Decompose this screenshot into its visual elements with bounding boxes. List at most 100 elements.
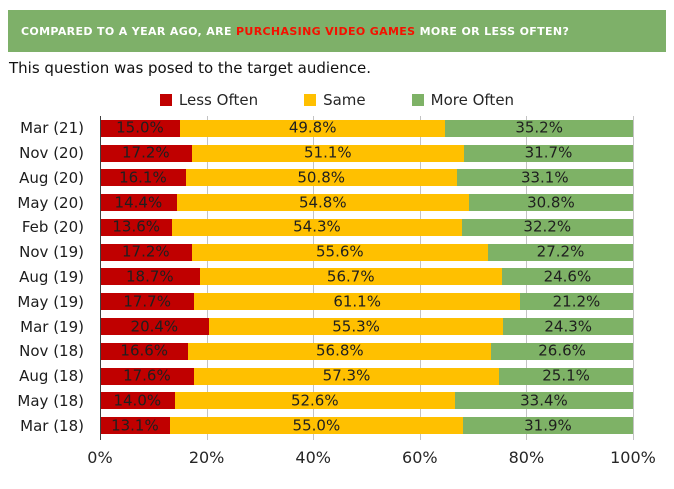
- bar-segment: 35.2%: [445, 118, 633, 137]
- bar-value-label: 54.8%: [298, 192, 347, 211]
- legend-swatch-icon: [411, 94, 424, 106]
- category-label: Nov (20): [19, 144, 84, 163]
- bar-segment: 56.7%: [199, 267, 502, 286]
- x-tick-label: 100%: [610, 448, 656, 467]
- stacked-bar: 15.0% 49.8% 35.2%: [100, 118, 633, 137]
- bar-segment: 14.4%: [100, 192, 177, 212]
- bar-value-label: 14.4%: [114, 192, 163, 211]
- bar-segment: 17.6%: [100, 366, 194, 385]
- stacked-bar: 17.6% 57.3% 25.1%: [100, 366, 633, 385]
- category-label: Mar (18): [20, 416, 84, 435]
- bar-row: 17.7% 61.1% 21.2%: [100, 289, 633, 314]
- bar-segment: 31.7%: [464, 143, 633, 162]
- stacked-bar: 17.2% 55.6% 27.2%: [100, 242, 633, 261]
- bar-segment: 32.2%: [461, 217, 633, 236]
- bar-row: 13.1% 55.0% 31.9%: [100, 413, 633, 438]
- bar-row: 16.6% 56.8% 26.6%: [100, 339, 633, 364]
- bar-value-label: 55.3%: [332, 316, 380, 335]
- x-tick-label: 0%: [87, 448, 113, 467]
- bar-segment: 27.2%: [488, 242, 633, 261]
- bar-row: 16.1% 50.8% 33.1%: [100, 166, 633, 191]
- bar-segment: 13.6%: [100, 217, 173, 236]
- stacked-bar: 13.6% 54.3% 32.2%: [100, 217, 633, 236]
- bar-value-label: 27.2%: [536, 242, 585, 261]
- category-label: Mar (19): [20, 317, 84, 336]
- bar-segment: 18.7%: [100, 267, 200, 286]
- bar-value-label: 56.7%: [326, 267, 375, 286]
- bar-rows: 15.0% 49.8% 35.2% 17.2% 51.1% 31.7% 16.1% 50.8%…: [100, 116, 633, 438]
- bar-segment: 55.0%: [169, 415, 463, 435]
- bar-segment: 16.1%: [100, 168, 186, 187]
- category-label: Aug (18): [19, 367, 84, 386]
- bar-segment: 17.7%: [100, 292, 195, 311]
- bar-value-label: 31.9%: [524, 415, 572, 434]
- category-axis-labels: Mar (21) Nov (20) Aug (20) May (20) Feb (20)…: [0, 116, 92, 438]
- bar-value-label: 55.0%: [292, 415, 341, 434]
- bar-value-label: 51.1%: [304, 143, 352, 162]
- category-label: May (19): [17, 292, 84, 311]
- bar-value-label: 13.1%: [111, 415, 159, 434]
- bar-value-label: 20.4%: [130, 316, 179, 335]
- legend-item: Same: [304, 91, 366, 109]
- legend: Less Often Same More Often: [0, 91, 674, 109]
- bar-value-label: 32.2%: [523, 217, 572, 236]
- bar-segment: 26.6%: [491, 341, 633, 360]
- bar-value-label: 49.8%: [288, 118, 337, 137]
- banner-text-prefix: COMPARED TO A YEAR AGO, ARE: [21, 24, 236, 38]
- bar-value-label: 16.6%: [120, 341, 169, 360]
- bar-segment: 24.3%: [503, 317, 633, 335]
- bar-value-label: 50.8%: [297, 168, 346, 187]
- legend-swatch-icon: [304, 94, 317, 106]
- bar-value-label: 13.6%: [112, 217, 161, 236]
- bar-row: 17.2% 51.1% 31.7%: [100, 141, 633, 166]
- bar-segment: 24.6%: [501, 267, 633, 286]
- bar-value-label: 31.7%: [524, 143, 573, 162]
- bar-segment: 50.8%: [185, 168, 457, 187]
- bar-segment: 30.8%: [468, 192, 633, 212]
- category-label: May (18): [17, 391, 84, 410]
- bar-value-label: 56.8%: [316, 341, 364, 360]
- bar-value-label: 30.8%: [527, 192, 575, 211]
- bar-value-label: 17.2%: [122, 242, 170, 261]
- bar-row: 20.4% 55.3% 24.3%: [100, 314, 633, 339]
- banner-text-highlight: PURCHASING VIDEO GAMES: [236, 24, 416, 38]
- bar-segment: 31.9%: [462, 415, 633, 435]
- plot-area: 15.0% 49.8% 35.2% 17.2% 51.1% 31.7% 16.1% 50.8%…: [100, 116, 634, 440]
- bar-segment: 20.4%: [100, 316, 209, 335]
- stacked-bar: 13.1% 55.0% 31.9%: [100, 415, 633, 435]
- bar-row: 13.6% 54.3% 32.2%: [100, 215, 633, 240]
- bar-segment: 25.1%: [499, 366, 633, 385]
- x-tick-label: 80%: [508, 448, 545, 467]
- bar-value-label: 54.3%: [293, 217, 341, 236]
- legend-item: More Often: [411, 91, 514, 109]
- banner-text-suffix: MORE OR LESS OFTEN?: [415, 24, 570, 38]
- bar-segment: 17.2%: [100, 143, 192, 162]
- x-tick-label: 20%: [188, 448, 225, 467]
- bar-segment: 54.3%: [172, 217, 462, 236]
- x-tick-label: 60%: [402, 448, 438, 467]
- category-label: Aug (19): [19, 267, 84, 286]
- bar-value-label: 33.4%: [520, 391, 568, 410]
- bar-row: 17.2% 55.6% 27.2%: [100, 240, 633, 265]
- stacked-bar: 17.7% 61.1% 21.2%: [100, 292, 633, 311]
- stacked-bar: 18.7% 56.7% 24.6%: [100, 267, 633, 286]
- bar-segment: 17.2%: [100, 242, 192, 261]
- bar-segment: 14.0%: [100, 391, 175, 410]
- bar-value-label: 24.6%: [543, 267, 592, 286]
- title-banner: COMPARED TO A YEAR AGO, ARE PURCHASING V…: [8, 10, 666, 52]
- bar-segment: 54.8%: [176, 192, 469, 212]
- bar-value-label: 57.3%: [322, 366, 371, 385]
- bar-value-label: 26.6%: [538, 341, 586, 360]
- bar-row: 14.4% 54.8% 30.8%: [100, 190, 633, 215]
- category-label: May (20): [17, 193, 84, 212]
- category-label: Aug (20): [19, 168, 84, 187]
- stacked-bar: 14.0% 52.6% 33.4%: [100, 391, 633, 410]
- bar-value-label: 14.0%: [113, 391, 162, 410]
- stacked-bar: 16.1% 50.8% 33.1%: [100, 168, 633, 187]
- bar-row: 17.6% 57.3% 25.1%: [100, 364, 633, 389]
- bar-segment: 33.1%: [456, 168, 633, 187]
- bar-value-label: 25.1%: [542, 366, 590, 385]
- bar-segment: 52.6%: [174, 391, 455, 410]
- bar-value-label: 35.2%: [515, 118, 563, 137]
